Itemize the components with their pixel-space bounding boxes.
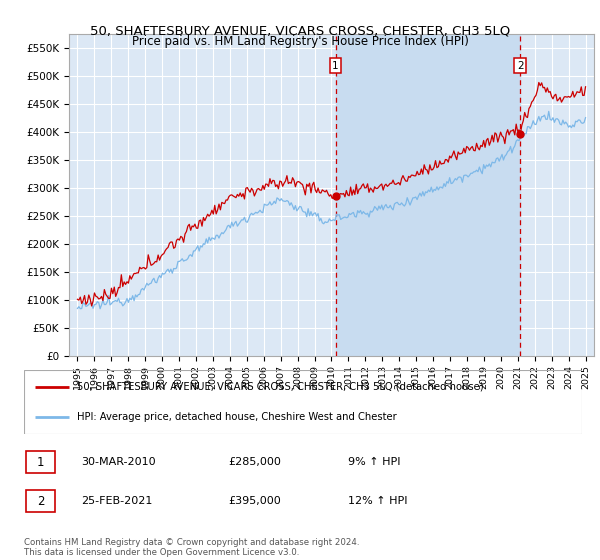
Text: 1: 1 <box>332 60 339 71</box>
Text: 9% ↑ HPI: 9% ↑ HPI <box>348 457 401 467</box>
Text: 2: 2 <box>37 494 44 508</box>
Text: 12% ↑ HPI: 12% ↑ HPI <box>348 496 407 506</box>
Text: 50, SHAFTESBURY AVENUE, VICARS CROSS, CHESTER, CH3 5LQ (detached house): 50, SHAFTESBURY AVENUE, VICARS CROSS, CH… <box>77 382 484 392</box>
Text: 50, SHAFTESBURY AVENUE, VICARS CROSS, CHESTER, CH3 5LQ: 50, SHAFTESBURY AVENUE, VICARS CROSS, CH… <box>90 24 510 37</box>
Text: Price paid vs. HM Land Registry's House Price Index (HPI): Price paid vs. HM Land Registry's House … <box>131 35 469 48</box>
Text: 25-FEB-2021: 25-FEB-2021 <box>81 496 152 506</box>
Text: 1: 1 <box>37 455 44 469</box>
Text: £395,000: £395,000 <box>228 496 281 506</box>
Text: £285,000: £285,000 <box>228 457 281 467</box>
Text: 2: 2 <box>517 60 524 71</box>
Bar <box>335 34 520 356</box>
Text: Contains HM Land Registry data © Crown copyright and database right 2024.
This d: Contains HM Land Registry data © Crown c… <box>24 538 359 557</box>
Text: 30-MAR-2010: 30-MAR-2010 <box>81 457 155 467</box>
Text: HPI: Average price, detached house, Cheshire West and Chester: HPI: Average price, detached house, Ches… <box>77 412 397 422</box>
